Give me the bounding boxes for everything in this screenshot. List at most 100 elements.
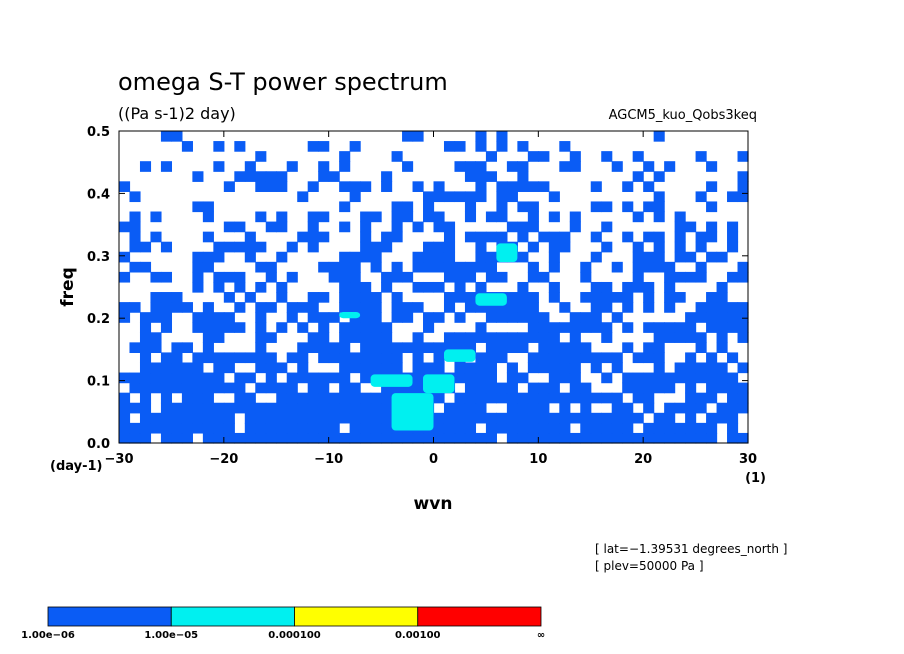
heatmap-cell	[716, 382, 728, 394]
heatmap-cell	[360, 251, 372, 263]
heatmap-cell	[150, 271, 162, 283]
heatmap-cell	[119, 372, 131, 384]
heatmap-cell	[464, 292, 477, 303]
heatmap-cell	[318, 342, 330, 354]
heatmap-cell	[202, 382, 214, 394]
heatmap-cell	[716, 281, 728, 293]
heatmap-field	[119, 131, 749, 444]
heatmap-cell	[192, 402, 204, 414]
heatmap-cell	[590, 281, 602, 293]
heatmap-cell	[538, 402, 550, 414]
heatmap-cell	[737, 151, 749, 162]
heatmap-cell	[695, 271, 707, 283]
heatmap-cell	[664, 402, 676, 414]
heatmap-cell	[580, 342, 592, 354]
heatmap-cell	[548, 281, 560, 293]
heatmap-cell	[538, 392, 550, 404]
heatmap-cell	[423, 312, 435, 323]
heatmap-cell	[653, 231, 665, 243]
heatmap-cell	[265, 412, 277, 424]
heatmap-cell	[485, 352, 497, 364]
heatmap-cell	[318, 161, 330, 172]
heatmap-cell	[423, 342, 435, 354]
heatmap-cell	[381, 422, 393, 434]
heatmap-cell	[632, 412, 644, 424]
heatmap-cell	[548, 261, 560, 273]
heatmap-cell	[370, 342, 382, 354]
heatmap-cell	[412, 352, 424, 364]
heatmap-cell	[464, 171, 477, 182]
x-tick-label: 30	[739, 452, 757, 467]
heatmap-cell	[517, 422, 529, 434]
heatmap-cell-high	[443, 349, 476, 362]
heatmap-cell	[265, 372, 277, 384]
heatmap-cell	[643, 352, 655, 364]
heatmap-cell	[506, 422, 518, 434]
dataset-label: AGCM5_kuo_Qobs3keq	[609, 108, 757, 123]
heatmap-cell	[265, 181, 277, 192]
heatmap-cell	[297, 392, 309, 404]
y-tick-label: 0.4	[87, 187, 110, 202]
heatmap-cell	[297, 432, 309, 444]
heatmap-cell	[307, 312, 319, 323]
heatmap-cell	[349, 352, 361, 364]
heatmap-cell	[706, 251, 718, 263]
heatmap-cell	[506, 362, 518, 374]
heatmap-cell	[307, 221, 319, 233]
heatmap-cell	[328, 392, 340, 404]
heatmap-cell	[485, 332, 497, 343]
heatmap-cell	[265, 382, 277, 394]
heatmap-cell	[653, 261, 665, 273]
heatmap-cell	[265, 432, 277, 444]
heatmap-cell	[454, 332, 466, 343]
heatmap-cell	[538, 352, 550, 364]
heatmap-cell	[213, 382, 225, 394]
heatmap-cell	[391, 382, 403, 394]
heatmap-cell	[622, 231, 634, 243]
heatmap-cell	[622, 322, 634, 333]
heatmap-cell	[391, 352, 403, 364]
heatmap-cell	[706, 372, 718, 384]
heatmap-cell	[129, 231, 141, 243]
axis-ticks: −30 −20 −10 0 10 20 30 0.0 0.1 0.2 0.3 0.4 0.5	[87, 125, 757, 467]
heatmap-cell	[538, 362, 550, 374]
heatmap-cell	[370, 241, 382, 253]
heatmap-cell	[297, 362, 309, 374]
heatmap-cell	[485, 171, 497, 182]
heatmap-cell	[234, 382, 246, 394]
heatmap-cell	[265, 221, 277, 233]
heatmap-cell	[580, 412, 592, 424]
heatmap-cell	[349, 271, 361, 283]
heatmap-cell	[643, 251, 655, 263]
heatmap-cell	[339, 201, 351, 213]
heatmap-cell	[307, 432, 319, 444]
heatmap-cell	[139, 241, 152, 253]
heatmap-cell	[433, 432, 445, 444]
heatmap-cell	[318, 292, 330, 303]
heatmap-cell	[716, 322, 728, 333]
heatmap-cell	[223, 181, 235, 192]
colorbar-segment	[47, 606, 172, 627]
heatmap-cell	[601, 372, 613, 384]
heatmap-cell	[213, 161, 225, 172]
heatmap-cell	[664, 422, 676, 434]
heatmap-cell	[234, 352, 246, 364]
heatmap-cell	[339, 261, 351, 273]
heatmap-cell	[391, 211, 403, 223]
heatmap-cell	[307, 422, 319, 434]
heatmap-cell	[653, 251, 665, 263]
heatmap-cell	[601, 432, 613, 444]
heatmap-cell	[181, 372, 193, 384]
heatmap-cell	[485, 231, 497, 243]
heatmap-cell	[443, 221, 456, 233]
heatmap-cell	[527, 352, 539, 364]
heatmap-cell	[307, 211, 319, 223]
colorbar-segment	[417, 606, 542, 627]
heatmap-cell	[454, 281, 466, 293]
info-lat: [ lat=−1.39531 degrees_north ]	[595, 542, 787, 556]
heatmap-cell	[192, 322, 204, 333]
heatmap-cell	[276, 221, 288, 233]
heatmap-cell	[349, 302, 361, 313]
heatmap-cell	[653, 362, 665, 374]
